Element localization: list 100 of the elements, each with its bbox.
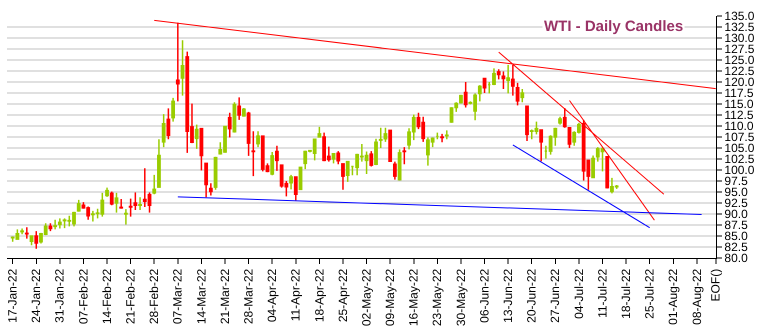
x-tick-label: 18-Apr-22 bbox=[312, 268, 326, 322]
candlestick bbox=[346, 160, 350, 183]
chart-title: WTI - Daily Candles bbox=[544, 18, 684, 35]
candlestick bbox=[294, 176, 298, 202]
candlestick bbox=[110, 190, 114, 206]
candlestick bbox=[388, 129, 392, 162]
candlestick bbox=[605, 156, 610, 190]
candlestick bbox=[246, 111, 251, 157]
x-tick-label: 13-Jun-22 bbox=[501, 268, 516, 323]
x-tick-label: 14-Feb-22 bbox=[100, 268, 114, 324]
candlestick bbox=[464, 81, 468, 108]
candlestick bbox=[15, 228, 20, 240]
candlestick bbox=[317, 126, 322, 138]
x-tick-label: 09-May-22 bbox=[383, 268, 398, 326]
x-tick-label: 25-Jul-22 bbox=[642, 268, 657, 319]
candlestick bbox=[298, 166, 302, 191]
candlestick bbox=[171, 97, 176, 122]
candlestick bbox=[374, 138, 378, 166]
candlestick bbox=[275, 145, 279, 172]
x-tick-label: 21-Feb-22 bbox=[124, 268, 138, 324]
x-tick-label: 11-Jul-22 bbox=[595, 268, 610, 318]
candlestick bbox=[539, 128, 544, 162]
candlestick bbox=[516, 82, 520, 106]
candlestick bbox=[322, 132, 326, 162]
candlestick bbox=[157, 138, 161, 188]
candlestick bbox=[568, 126, 572, 149]
candlestick bbox=[332, 152, 336, 164]
x-tick-label: 24-Jan-22 bbox=[29, 268, 44, 323]
x-tick-label: 14-Mar-22 bbox=[194, 268, 208, 324]
candlestick bbox=[208, 182, 213, 196]
x-tick-label: 06-Jun-22 bbox=[477, 268, 492, 323]
x-tick-label: 08-Aug-22 bbox=[690, 268, 704, 325]
x-tick-label: 30-May-22 bbox=[454, 268, 468, 326]
candlestick bbox=[124, 208, 128, 226]
x-tick-label: 07-Feb-22 bbox=[76, 268, 90, 324]
candlestick bbox=[502, 70, 506, 90]
x-tick-label: 16-May-22 bbox=[406, 268, 421, 326]
x-tick-label: 02-May-22 bbox=[359, 268, 374, 326]
x-tick-label: 27-Jun-22 bbox=[548, 268, 562, 323]
x-tick-label: 17-Jan-22 bbox=[6, 268, 20, 323]
x-tick-label: 31-Jan-22 bbox=[52, 268, 67, 323]
candlestick bbox=[256, 130, 260, 148]
candlestick bbox=[152, 174, 156, 195]
x-tick-label: 07-Mar-22 bbox=[170, 268, 185, 324]
candlestick bbox=[520, 88, 524, 103]
candlestick bbox=[506, 64, 510, 94]
candlestick bbox=[204, 162, 208, 198]
x-tick-label: 28-Feb-22 bbox=[147, 268, 162, 324]
candlestick bbox=[398, 148, 402, 182]
candlestick bbox=[214, 156, 218, 191]
candlestick bbox=[482, 77, 486, 94]
candlestick bbox=[48, 222, 52, 232]
x-tick-label: 20-Jun-22 bbox=[524, 268, 539, 323]
x-tick-label: EOF() bbox=[708, 268, 723, 302]
candlestick bbox=[228, 112, 232, 138]
candlestick bbox=[237, 96, 242, 121]
x-tick-label: 04-Apr-22 bbox=[265, 268, 280, 322]
candlestick bbox=[119, 198, 124, 210]
candlestick bbox=[133, 192, 138, 211]
x-tick-label: 28-Mar-22 bbox=[242, 268, 256, 324]
x-tick-label: 04-Jul-22 bbox=[572, 268, 586, 319]
x-tick-label: 23-May-22 bbox=[430, 268, 444, 326]
candlestick bbox=[402, 146, 406, 166]
candlestick bbox=[392, 160, 397, 180]
candlestick bbox=[336, 150, 340, 166]
candlestick bbox=[105, 186, 109, 198]
candlestick bbox=[194, 124, 199, 150]
candlestick bbox=[369, 150, 374, 168]
x-tick-label: 11-Apr-22 bbox=[288, 268, 303, 322]
candlestick bbox=[76, 199, 81, 213]
candlestick bbox=[435, 132, 440, 140]
x-tick-label: 01-Aug-22 bbox=[666, 268, 680, 325]
candlestick bbox=[20, 228, 24, 235]
candlestick bbox=[444, 130, 449, 140]
candlestick bbox=[440, 133, 444, 144]
candlestick bbox=[562, 107, 567, 129]
candlestick bbox=[242, 107, 246, 118]
candlestick bbox=[24, 226, 29, 240]
candlestick bbox=[251, 130, 256, 177]
candlestick bbox=[496, 68, 501, 80]
candlestick bbox=[558, 116, 562, 126]
candlestick bbox=[180, 39, 184, 96]
candlestick bbox=[114, 192, 118, 214]
candlestick bbox=[478, 84, 482, 102]
candlestick bbox=[34, 230, 38, 250]
candlestick bbox=[525, 105, 529, 142]
candlestick bbox=[30, 234, 34, 246]
candlestick bbox=[289, 174, 293, 190]
candlestick bbox=[270, 151, 274, 176]
candlestick bbox=[341, 162, 345, 191]
candlestick bbox=[138, 196, 142, 211]
candlestick bbox=[162, 113, 166, 148]
x-tick-label: 18-Jul-22 bbox=[619, 268, 634, 319]
x-tick-label: 25-Apr-22 bbox=[336, 268, 350, 322]
x-tick-label: 21-Mar-22 bbox=[218, 268, 232, 324]
candlestick bbox=[200, 127, 204, 172]
candlestick bbox=[232, 101, 236, 134]
candlestick bbox=[166, 108, 170, 140]
candlestick bbox=[591, 154, 595, 179]
candlestick bbox=[128, 198, 133, 218]
